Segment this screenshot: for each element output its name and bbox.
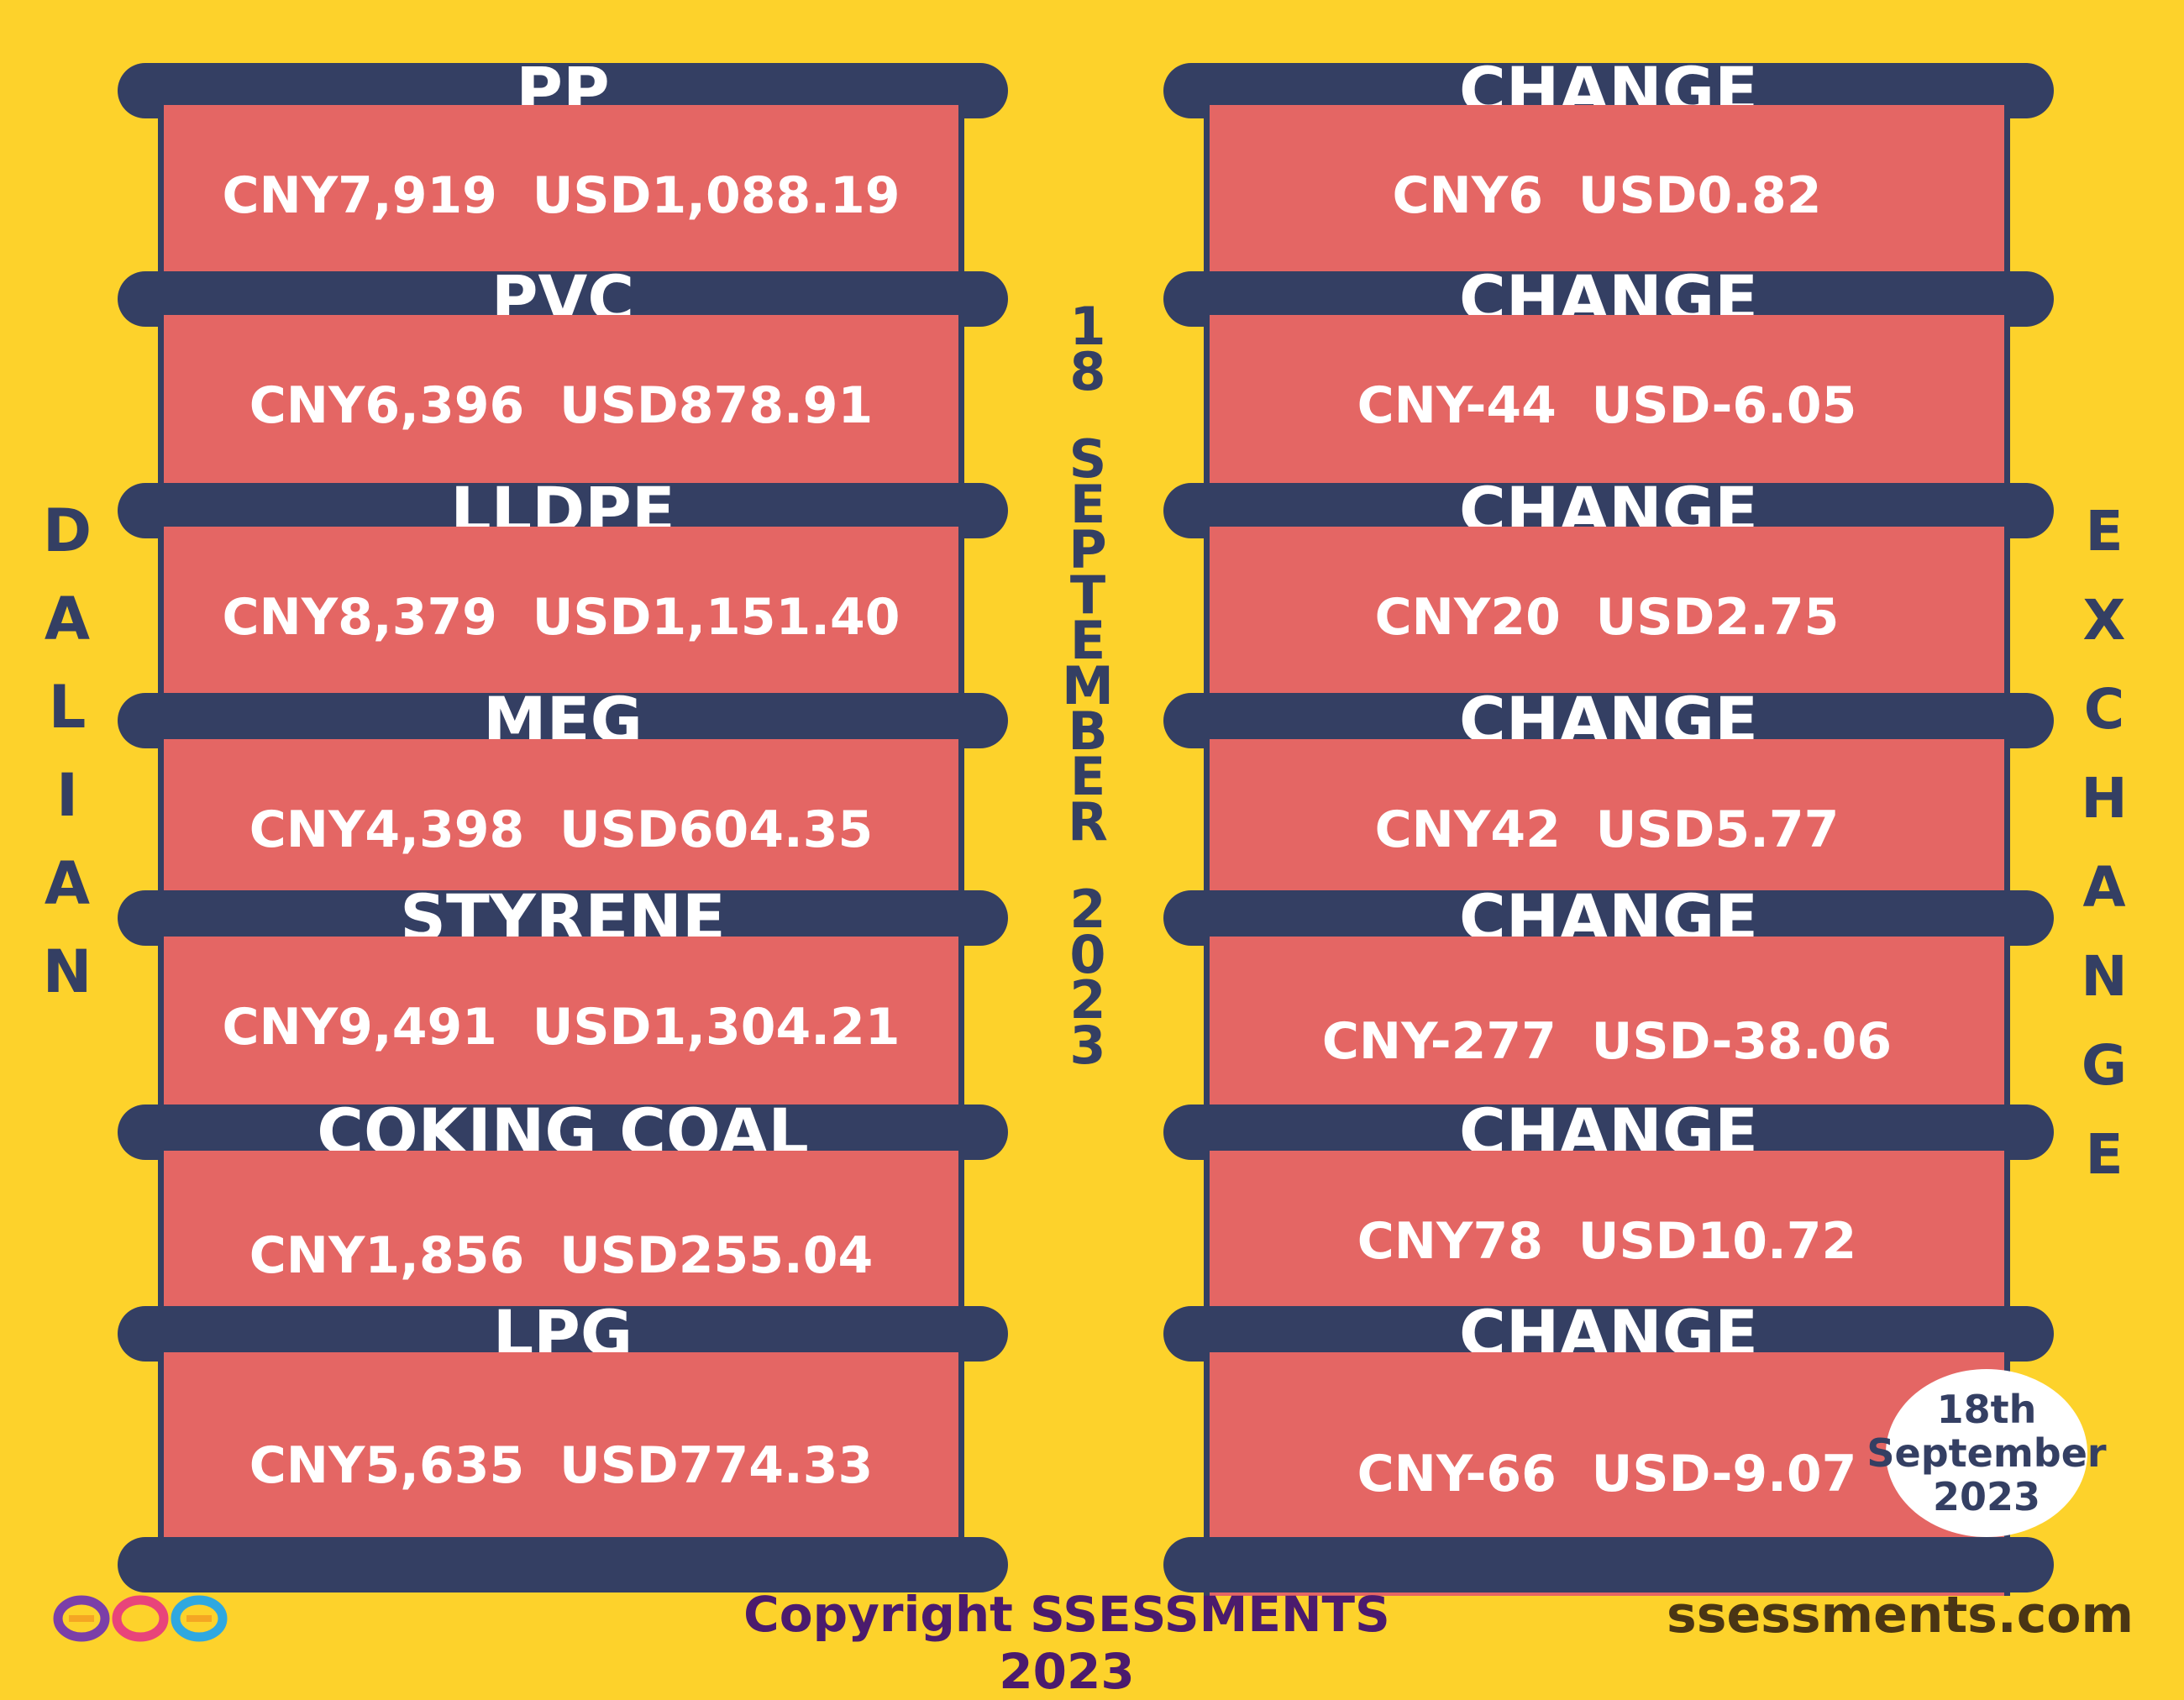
copyright-text: Copyright SSESSMENTS 2023 xyxy=(743,1586,1390,1700)
dalian-letter: A xyxy=(44,849,91,918)
exchange-letter: N xyxy=(2081,944,2128,1009)
exchange-letter: E xyxy=(2085,1122,2124,1187)
exchange-letter: A xyxy=(2082,855,2126,920)
change-box: CNY42 USD5.77 xyxy=(1204,739,2010,920)
date-letter: B xyxy=(1068,700,1108,762)
dalian-letter: N xyxy=(42,937,92,1006)
exchange-letter: H xyxy=(2081,766,2128,831)
change-box: CNY20 USD2.75 xyxy=(1204,527,2010,707)
price-box: CNY8,379 USD1,151.40 xyxy=(158,527,964,707)
date-letter: E xyxy=(1069,746,1106,807)
price-box: CNY4,398 USD604.35 xyxy=(158,739,964,920)
date-letter: T xyxy=(1069,564,1106,626)
date-letter: 2 xyxy=(1069,879,1106,940)
exchange-letter: C xyxy=(2083,677,2125,742)
date-letter: 2 xyxy=(1069,969,1106,1031)
badge-day: 18th xyxy=(1936,1387,2037,1432)
dalian-letter: L xyxy=(48,673,87,742)
bottom-band xyxy=(1163,1537,2054,1592)
change-box: CNY6 USD0.82 xyxy=(1204,105,2010,286)
date-letter: E xyxy=(1069,610,1106,671)
date-badge: 18th September 2023 xyxy=(1866,1369,2107,1537)
exchange-letter: X xyxy=(2082,588,2126,653)
change-box: CNY-44 USD-6.05 xyxy=(1204,315,2010,496)
dalian-letter: A xyxy=(44,585,91,653)
date-letter: 0 xyxy=(1069,924,1106,985)
date-letter: 3 xyxy=(1069,1015,1106,1076)
date-letter: 8 xyxy=(1069,341,1106,402)
dalian-letter: I xyxy=(55,761,79,830)
price-box: CNY6,396 USD878.91 xyxy=(158,315,964,496)
dalian-letter: D xyxy=(42,496,92,565)
date-letter: 1 xyxy=(1069,296,1106,357)
website-text: ssessments.com xyxy=(1667,1586,2134,1645)
date-letter: R xyxy=(1068,791,1108,853)
date-letter: S xyxy=(1068,428,1107,490)
badge-year: 2023 xyxy=(1932,1474,2041,1519)
change-box: CNY78 USD10.72 xyxy=(1204,1151,2010,1331)
price-box: CNY7,919 USD1,088.19 xyxy=(158,105,964,286)
exchange-letter: G xyxy=(2081,1033,2128,1098)
date-letter: M xyxy=(1062,655,1114,716)
date-letter: P xyxy=(1068,519,1107,580)
badge-month: September xyxy=(1866,1430,2107,1476)
date-letter: E xyxy=(1069,474,1106,535)
infinity-loops-logo xyxy=(53,1595,228,1642)
bottom-band xyxy=(118,1537,1008,1592)
exchange-letter: E xyxy=(2085,499,2124,564)
price-box: CNY9,491 USD1,304.21 xyxy=(158,937,964,1117)
